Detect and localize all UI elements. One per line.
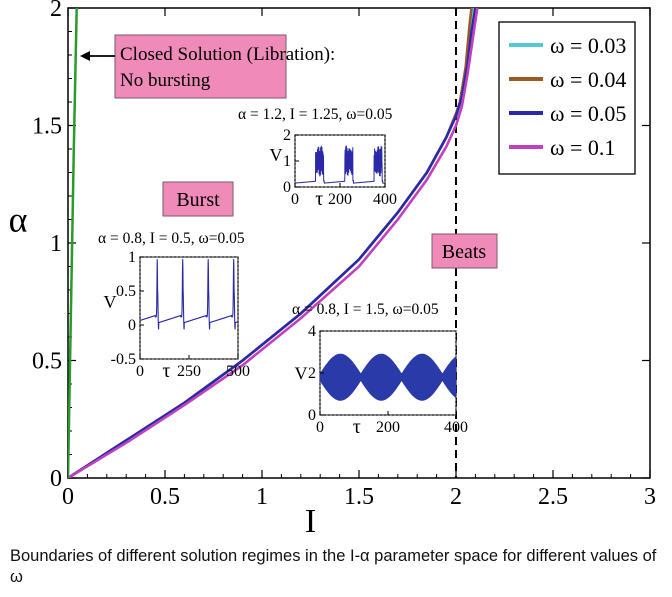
no-bursting-label: No bursting <box>120 70 211 91</box>
x-axis-label: I <box>305 503 316 540</box>
y-tick-label: 1 <box>50 231 62 257</box>
inset-y-tick-label: 2 <box>308 365 316 382</box>
inset-y-tick-label: 0 <box>128 317 136 334</box>
inset-x-tick-label: 0 <box>291 191 299 208</box>
inset-y-label: V <box>104 292 117 312</box>
inset-x-label: τ <box>353 416 361 438</box>
inset-x-tick-label: 400 <box>373 191 397 208</box>
legend-label: ω = 0.1 <box>550 135 615 160</box>
closed-solution-box <box>114 34 287 99</box>
inset-params: α = 0.8, I = 0.5, ω=0.05 <box>98 230 245 247</box>
x-tick-label: 3 <box>644 484 656 510</box>
main-chart: 0 0.5 1 1.5 2 2.5 3 0 0.5 1 1.5 2 Iα ω = 0.03 ω = 0.04… <box>9 0 656 540</box>
y-tick-label: 1.5 <box>32 114 62 140</box>
inset-c: α = 0.8, I = 1.5, ω=0.05 0 200 400 0 2 4 τ V <box>292 301 468 438</box>
inset-x-tick-label: 200 <box>376 419 400 436</box>
inset-x-label: τ <box>315 188 323 210</box>
inset-trace <box>295 145 385 184</box>
series-line-2 <box>68 8 477 478</box>
y-tick-label: 2 <box>50 0 62 22</box>
series-line-3 <box>68 8 479 478</box>
y-tick-label: 0.5 <box>32 349 62 375</box>
y-tick-label: 0 <box>50 466 62 492</box>
inset-trace <box>139 259 239 330</box>
inset-params: α = 1.2, I = 1.25, ω=0.05 <box>238 106 393 123</box>
x-tick-label: 1 <box>256 484 268 510</box>
inset-y-tick-label: 1 <box>128 249 136 266</box>
x-tick-label: 1.5 <box>344 484 374 510</box>
inset-x-label: τ <box>162 360 170 382</box>
inset-trace <box>319 353 457 401</box>
series-line-4 <box>68 8 78 478</box>
inset-y-label: V <box>295 364 308 384</box>
inset-y-tick-label: 0 <box>308 407 316 424</box>
legend-label: ω = 0.03 <box>550 33 626 58</box>
legend-label: ω = 0.05 <box>550 101 626 126</box>
arrow-head <box>80 51 90 61</box>
y-axis-label: α <box>9 199 28 239</box>
inset-params: α = 0.8, I = 1.5, ω=0.05 <box>292 301 439 318</box>
inset-x-tick-label: 400 <box>444 419 468 436</box>
x-tick-label: 0 <box>62 484 74 510</box>
x-tick-label: 0.5 <box>150 484 180 510</box>
inset-y-tick-label: 0 <box>283 179 291 196</box>
burst-box <box>162 181 234 217</box>
beats-label: Beats <box>442 241 487 263</box>
inset-y-tick-label: 1 <box>283 153 291 170</box>
x-tick-label: 2.5 <box>538 484 568 510</box>
inset-x-tick-label: 200 <box>328 191 352 208</box>
inset-y-tick-label: -0.5 <box>111 351 136 368</box>
inset-a: α = 1.2, I = 1.25, ω=0.05 0 200 400 0 1 2 τ V <box>238 106 397 210</box>
x-tick-label: 2 <box>450 484 462 510</box>
inset-frame <box>294 134 386 188</box>
inset-x-tick-label: 0 <box>316 419 324 436</box>
inset-y-tick-label: 4 <box>308 323 316 340</box>
legend-label: ω = 0.04 <box>550 67 626 92</box>
closed-solution-label: Closed Solution (Libration): <box>120 44 335 65</box>
inset-x-tick-label: 500 <box>226 363 250 380</box>
burst-label: Burst <box>176 189 220 211</box>
figure-caption: Boundaries of different solution regimes… <box>10 547 657 586</box>
inset-b: α = 0.8, I = 0.5, ω=0.050 250 500-0.500.51… <box>98 230 250 382</box>
legend: ω = 0.03 ω = 0.04 ω = 0.05 ω = 0.1 <box>498 21 636 175</box>
inset-y-tick-label: 0.5 <box>116 283 136 300</box>
inset-x-tick-label: 0 <box>136 363 144 380</box>
beats-box <box>431 233 498 269</box>
inset-y-tick-label: 2 <box>283 127 291 144</box>
inset-frame <box>139 256 239 360</box>
inset-x-tick-label: 250 <box>177 363 201 380</box>
inset-y-label: V <box>270 145 283 165</box>
